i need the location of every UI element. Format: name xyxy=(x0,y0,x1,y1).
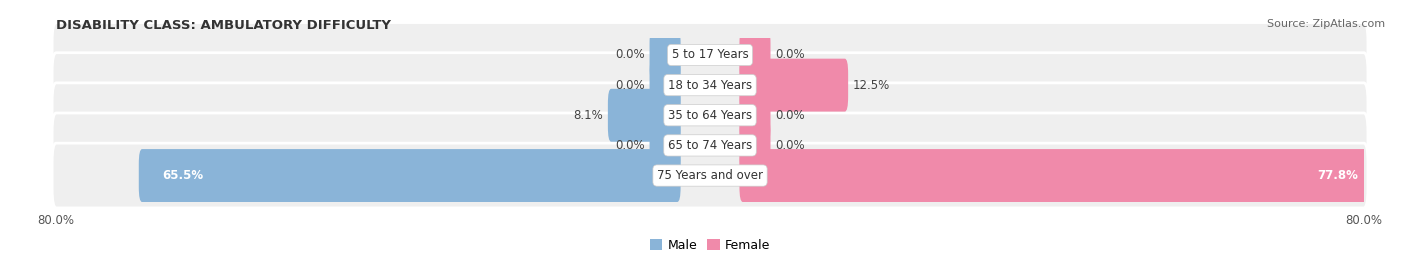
Legend: Male, Female: Male, Female xyxy=(650,239,770,252)
Text: 5 to 17 Years: 5 to 17 Years xyxy=(672,48,748,62)
Text: 77.8%: 77.8% xyxy=(1317,169,1358,182)
FancyBboxPatch shape xyxy=(52,143,1368,208)
Text: 0.0%: 0.0% xyxy=(614,48,644,62)
FancyBboxPatch shape xyxy=(740,119,770,172)
Text: 12.5%: 12.5% xyxy=(853,79,890,92)
FancyBboxPatch shape xyxy=(52,23,1368,87)
Text: 0.0%: 0.0% xyxy=(776,139,806,152)
FancyBboxPatch shape xyxy=(52,83,1368,148)
Text: 35 to 64 Years: 35 to 64 Years xyxy=(668,109,752,122)
Text: 65 to 74 Years: 65 to 74 Years xyxy=(668,139,752,152)
FancyBboxPatch shape xyxy=(740,149,1382,202)
Text: 0.0%: 0.0% xyxy=(776,48,806,62)
FancyBboxPatch shape xyxy=(740,29,770,82)
Text: 0.0%: 0.0% xyxy=(614,139,644,152)
Text: 18 to 34 Years: 18 to 34 Years xyxy=(668,79,752,92)
Text: 0.0%: 0.0% xyxy=(614,79,644,92)
Text: 0.0%: 0.0% xyxy=(776,109,806,122)
Text: DISABILITY CLASS: AMBULATORY DIFFICULTY: DISABILITY CLASS: AMBULATORY DIFFICULTY xyxy=(56,19,391,32)
FancyBboxPatch shape xyxy=(740,89,770,142)
FancyBboxPatch shape xyxy=(52,53,1368,118)
Text: 75 Years and over: 75 Years and over xyxy=(657,169,763,182)
FancyBboxPatch shape xyxy=(650,29,681,82)
Text: Source: ZipAtlas.com: Source: ZipAtlas.com xyxy=(1267,19,1385,29)
FancyBboxPatch shape xyxy=(52,113,1368,178)
FancyBboxPatch shape xyxy=(650,119,681,172)
Text: 8.1%: 8.1% xyxy=(574,109,603,122)
FancyBboxPatch shape xyxy=(139,149,681,202)
Text: 65.5%: 65.5% xyxy=(163,169,204,182)
FancyBboxPatch shape xyxy=(650,59,681,112)
FancyBboxPatch shape xyxy=(607,89,681,142)
FancyBboxPatch shape xyxy=(740,59,848,112)
